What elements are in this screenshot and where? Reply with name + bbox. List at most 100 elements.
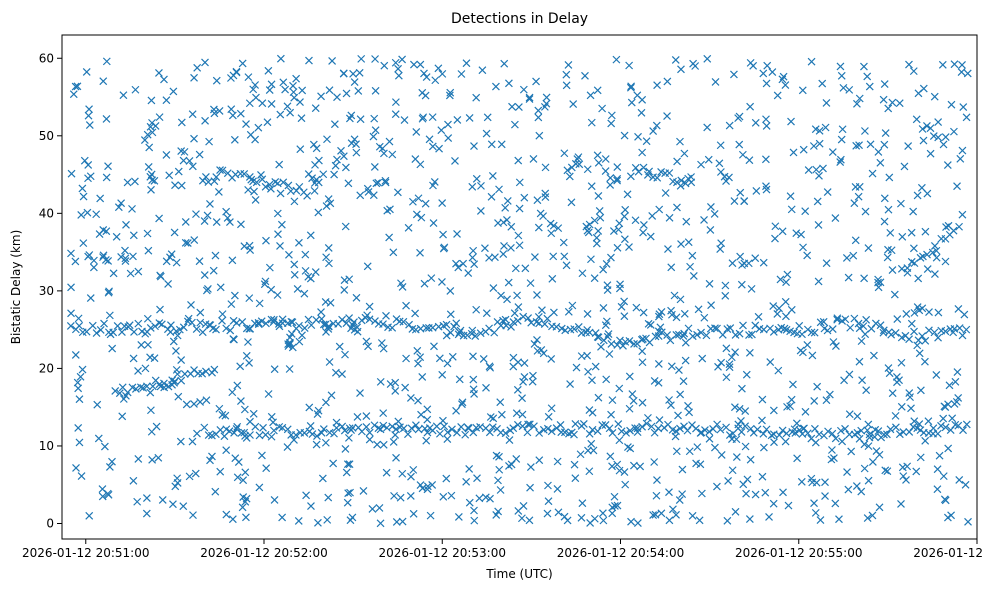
data-marker xyxy=(386,205,394,214)
data-marker xyxy=(934,308,943,317)
data-marker xyxy=(863,426,872,435)
data-marker xyxy=(793,454,802,463)
data-marker xyxy=(725,360,734,369)
data-marker xyxy=(223,214,232,222)
data-marker xyxy=(155,319,164,327)
data-marker xyxy=(744,259,753,268)
data-marker xyxy=(535,131,544,140)
data-marker xyxy=(956,154,965,163)
data-marker xyxy=(823,188,832,196)
data-marker xyxy=(322,328,330,336)
data-marker xyxy=(697,160,705,169)
data-marker xyxy=(121,246,129,255)
data-marker xyxy=(593,427,602,436)
x-tick-label: 2026-01-12 20:55:00 xyxy=(735,546,862,560)
data-marker xyxy=(957,68,966,76)
data-marker xyxy=(868,458,877,466)
data-marker xyxy=(938,60,947,69)
data-marker xyxy=(844,485,853,494)
data-marker xyxy=(876,158,885,167)
data-marker xyxy=(222,207,231,216)
data-marker xyxy=(308,430,317,438)
data-marker xyxy=(588,425,597,434)
data-marker xyxy=(311,160,319,169)
data-marker xyxy=(78,184,87,193)
data-marker xyxy=(262,319,270,328)
data-marker xyxy=(444,134,453,142)
data-marker xyxy=(860,127,869,135)
data-marker xyxy=(786,192,795,201)
data-marker xyxy=(129,231,138,240)
data-marker xyxy=(563,166,572,175)
data-marker xyxy=(897,402,906,411)
data-marker xyxy=(606,452,615,461)
data-marker xyxy=(267,432,276,441)
data-marker xyxy=(614,225,623,234)
data-marker xyxy=(314,406,323,415)
data-marker xyxy=(540,320,549,329)
data-marker xyxy=(371,55,379,63)
data-marker xyxy=(379,344,388,353)
data-marker xyxy=(594,191,603,200)
data-marker xyxy=(673,203,681,212)
data-marker xyxy=(487,192,496,201)
data-marker xyxy=(810,328,819,337)
data-marker xyxy=(831,214,840,222)
data-marker xyxy=(340,426,349,435)
data-marker xyxy=(574,153,583,162)
data-marker xyxy=(812,165,821,174)
data-marker xyxy=(790,328,798,337)
data-marker xyxy=(265,263,274,272)
data-marker xyxy=(594,227,603,235)
data-marker xyxy=(195,257,204,266)
data-marker xyxy=(629,461,638,470)
data-marker xyxy=(321,398,330,407)
data-marker xyxy=(179,502,188,511)
data-marker xyxy=(345,114,354,123)
data-marker xyxy=(865,430,874,439)
data-marker xyxy=(882,430,891,439)
data-marker xyxy=(705,427,714,436)
data-marker xyxy=(771,222,780,231)
data-marker xyxy=(431,76,440,85)
data-marker xyxy=(398,469,407,478)
data-marker xyxy=(942,223,950,231)
data-marker xyxy=(913,341,922,350)
data-marker xyxy=(732,435,741,444)
data-marker xyxy=(570,325,579,333)
data-marker xyxy=(741,407,750,416)
data-marker xyxy=(845,85,854,94)
data-marker xyxy=(905,60,913,69)
data-marker xyxy=(530,253,539,262)
data-marker xyxy=(417,213,426,222)
data-marker xyxy=(921,227,930,236)
data-marker xyxy=(897,358,906,367)
data-marker xyxy=(816,318,825,327)
y-tick-label: 10 xyxy=(39,439,54,453)
data-marker xyxy=(75,438,84,447)
data-marker xyxy=(495,452,503,461)
data-marker xyxy=(649,127,658,135)
data-marker xyxy=(727,353,736,362)
data-marker xyxy=(212,325,220,334)
data-marker xyxy=(821,492,829,500)
data-marker xyxy=(728,466,737,475)
data-marker xyxy=(815,430,824,439)
data-marker xyxy=(372,179,381,188)
data-marker xyxy=(117,328,126,336)
data-marker xyxy=(762,182,770,191)
data-marker xyxy=(209,105,218,114)
data-marker xyxy=(857,337,866,346)
data-marker xyxy=(134,455,143,463)
data-marker xyxy=(758,472,767,481)
data-marker xyxy=(112,232,121,241)
data-marker xyxy=(210,177,219,186)
data-marker xyxy=(289,88,298,97)
data-marker xyxy=(475,494,484,503)
data-marker xyxy=(233,381,242,390)
data-marker xyxy=(229,335,238,344)
data-marker xyxy=(485,253,493,262)
data-marker xyxy=(227,105,236,114)
data-marker xyxy=(67,249,75,258)
data-marker xyxy=(227,300,236,309)
